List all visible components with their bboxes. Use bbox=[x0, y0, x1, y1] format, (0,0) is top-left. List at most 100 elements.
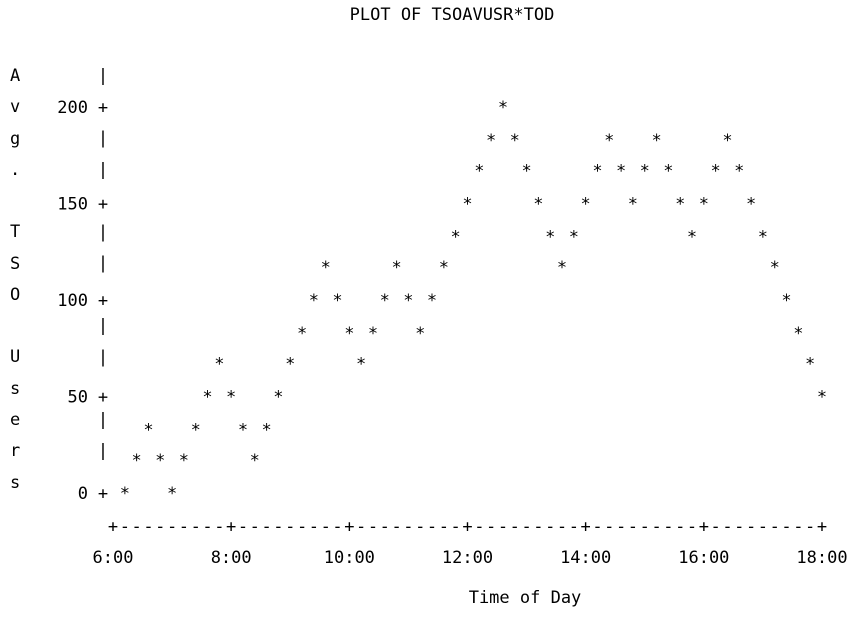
data-point: * bbox=[238, 420, 248, 440]
y-tick-label: 0 bbox=[78, 484, 88, 504]
x-axis-line-segment: - bbox=[781, 517, 791, 537]
data-point: * bbox=[817, 388, 827, 408]
data-point: * bbox=[356, 355, 366, 375]
y-axis-line-segment: | bbox=[98, 441, 108, 461]
data-point: * bbox=[711, 162, 721, 182]
data-point: * bbox=[309, 291, 319, 311]
x-axis-line-segment: - bbox=[498, 517, 508, 537]
y-axis-line-segment: | bbox=[98, 347, 108, 367]
y-axis-title-char: . bbox=[10, 160, 20, 180]
data-point: * bbox=[521, 162, 531, 182]
y-tick-label: 150 bbox=[57, 195, 88, 215]
x-axis-line-segment: - bbox=[616, 517, 626, 537]
x-axis-line-segment: - bbox=[451, 517, 461, 537]
data-point: * bbox=[415, 324, 425, 344]
x-axis-line-segment: - bbox=[640, 517, 650, 537]
x-axis-line-segment: - bbox=[474, 517, 484, 537]
x-axis-line-segment: - bbox=[510, 517, 520, 537]
data-point: * bbox=[640, 162, 650, 182]
data-point: * bbox=[380, 291, 390, 311]
y-tick-mark: + bbox=[98, 291, 108, 311]
data-point: * bbox=[179, 451, 189, 471]
data-point: * bbox=[250, 451, 260, 471]
data-point: * bbox=[770, 258, 780, 278]
data-point: * bbox=[604, 131, 614, 151]
x-axis-line-segment: - bbox=[770, 517, 780, 537]
data-point: * bbox=[675, 195, 685, 215]
x-axis-line-segment: - bbox=[533, 517, 543, 537]
data-point: * bbox=[557, 258, 567, 278]
x-axis-line-segment: - bbox=[380, 517, 390, 537]
data-point: * bbox=[285, 355, 295, 375]
x-axis-line-segment: - bbox=[545, 517, 555, 537]
data-point: * bbox=[722, 131, 732, 151]
x-tick-label: 12:00 bbox=[442, 548, 493, 568]
x-axis-line-segment: - bbox=[132, 517, 142, 537]
x-axis-line-segment: - bbox=[297, 517, 307, 537]
x-axis-line-segment: - bbox=[687, 517, 697, 537]
x-axis-line-segment: - bbox=[214, 517, 224, 537]
data-point: * bbox=[699, 195, 709, 215]
data-point: * bbox=[746, 195, 756, 215]
x-axis-line-segment: - bbox=[167, 517, 177, 537]
data-point: * bbox=[781, 291, 791, 311]
x-axis-line-segment: - bbox=[120, 517, 130, 537]
x-axis-line-segment: - bbox=[628, 517, 638, 537]
data-point: * bbox=[427, 291, 437, 311]
x-tick-label: 10:00 bbox=[324, 548, 375, 568]
y-axis-title-char: v bbox=[10, 97, 20, 117]
y-axis-line-segment: | bbox=[98, 129, 108, 149]
x-axis-line-segment: - bbox=[415, 517, 425, 537]
data-point: * bbox=[581, 195, 591, 215]
y-axis-line-segment: | bbox=[98, 160, 108, 180]
y-axis-line-segment: | bbox=[98, 254, 108, 274]
data-point: * bbox=[143, 420, 153, 440]
data-point: * bbox=[545, 227, 555, 247]
x-axis-title: Time of Day bbox=[469, 588, 582, 608]
x-axis-line-segment: - bbox=[143, 517, 153, 537]
data-point: * bbox=[226, 388, 236, 408]
y-axis-title: A v g . T S O U s e r s bbox=[10, 66, 20, 493]
x-tick-mark: + bbox=[344, 517, 354, 537]
x-axis-line-segment: - bbox=[285, 517, 295, 537]
data-point: * bbox=[214, 355, 224, 375]
x-axis-line-segment: - bbox=[391, 517, 401, 537]
y-axis-title-char: S bbox=[10, 254, 20, 274]
y-axis-title-char: r bbox=[10, 441, 20, 461]
data-point: * bbox=[651, 131, 661, 151]
data-point: * bbox=[486, 131, 496, 151]
y-axis-title-char: s bbox=[10, 473, 20, 493]
x-axis-line-segment: - bbox=[261, 517, 271, 537]
x-tick-label: 14:00 bbox=[560, 548, 611, 568]
data-point: * bbox=[663, 162, 673, 182]
data-point: * bbox=[261, 420, 271, 440]
x-axis-line-segment: - bbox=[439, 517, 449, 537]
x-axis-line-segment: - bbox=[758, 517, 768, 537]
x-axis-line-segment: - bbox=[604, 517, 614, 537]
data-points: ****************************************… bbox=[120, 98, 827, 504]
data-point: * bbox=[734, 162, 744, 182]
x-axis-line-segment: - bbox=[675, 517, 685, 537]
y-axis-title-char: s bbox=[10, 379, 20, 399]
x-axis-line-segment: - bbox=[521, 517, 531, 537]
x-axis-line-segment: - bbox=[734, 517, 744, 537]
x-axis-line-segment: - bbox=[238, 517, 248, 537]
data-point: * bbox=[498, 98, 508, 118]
data-point: * bbox=[273, 388, 283, 408]
x-axis-line-segment: - bbox=[805, 517, 815, 537]
y-axis-title-char: e bbox=[10, 410, 20, 430]
y-tick-mark: + bbox=[98, 98, 108, 118]
x-axis-line-segment: - bbox=[722, 517, 732, 537]
data-point: * bbox=[510, 131, 520, 151]
x-axis-line-segment: - bbox=[711, 517, 721, 537]
x-tick-mark: + bbox=[108, 517, 118, 537]
y-axis-title-char: g bbox=[10, 129, 20, 149]
x-axis-line-segment: - bbox=[273, 517, 283, 537]
data-point: * bbox=[462, 195, 472, 215]
y-tick-mark: + bbox=[98, 484, 108, 504]
data-point: * bbox=[297, 324, 307, 344]
y-axis-title-char: U bbox=[10, 347, 20, 367]
x-axis-line-segment: - bbox=[427, 517, 437, 537]
x-axis-line-segment: - bbox=[202, 517, 212, 537]
